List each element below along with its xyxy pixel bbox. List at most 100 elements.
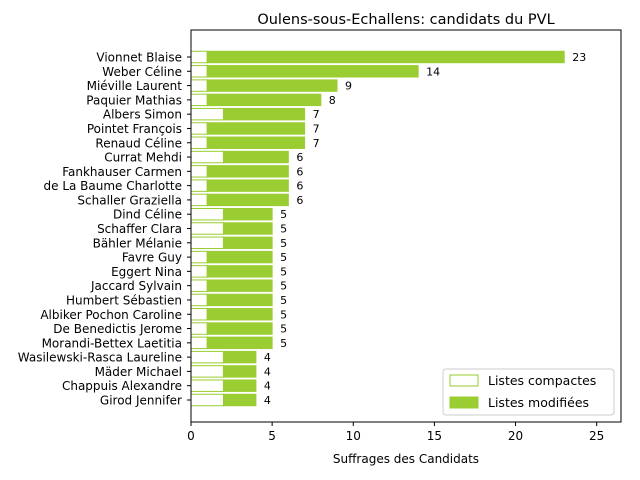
bar-modifiees [206,93,322,107]
bar-compactes [190,350,224,364]
data-label: 5 [280,294,287,307]
data-label: 23 [572,51,586,64]
bars-layer [190,50,565,407]
bar-compactes [190,179,208,192]
data-label: 4 [264,394,271,407]
x-tick-label: 5 [268,429,276,443]
data-label: 9 [345,80,352,93]
bar-modifiees [222,379,257,392]
data-label: 6 [296,151,303,164]
y-tick-label: Chappuis Alexandre [62,379,182,393]
y-tick-label: Renaud Céline [95,136,182,150]
y-tick-label: Girod Jennifer [100,394,182,408]
data-label: 6 [296,194,303,207]
y-tick-label: Favre Guy [122,251,182,265]
y-tick-label: De Benedictis Jerome [53,322,182,336]
bar-compactes [190,279,208,292]
bar-modifiees [222,150,289,164]
data-label: 6 [296,180,303,193]
bar-compactes [190,365,224,378]
y-tick-label: Eggert Nina [111,265,182,279]
y-tick-label: Mäder Michael [95,365,182,379]
x-tick-label: 10 [346,429,361,443]
y-tick-label: Pointet François [87,122,182,136]
bar-compactes [190,50,208,64]
y-tick-label: Paquier Mathias [86,93,182,107]
y-tick-label: Schaffer Clara [97,222,182,236]
y-tick-label: Albers Simon [103,108,182,122]
data-label: 7 [313,122,320,135]
y-tick-label: Vionnet Blaise [96,51,182,65]
legend-swatch-compactes [449,374,479,387]
bar-compactes [190,265,208,278]
bar-modifiees [206,336,273,350]
data-label: 5 [280,308,287,321]
bar-compactes [190,236,224,250]
y-tick-label: Currat Mehdi [104,151,182,165]
data-label: 5 [280,265,287,278]
y-tick-label: Jaccard Sylvain [90,279,182,293]
bar-modifiees [206,179,289,192]
bar-compactes [190,393,224,407]
y-tick-label: Bähler Mélanie [93,236,182,250]
bar-modifiees [206,79,338,92]
data-label: 4 [264,351,271,364]
y-tick-label: Albiker Pochon Caroline [40,308,182,322]
y-tick-label: Weber Céline [102,65,182,79]
bar-modifiees [206,308,273,321]
bar-modifiees [222,393,257,407]
bar-modifiees [206,279,273,292]
bar-compactes [190,222,224,235]
bar-compactes [190,150,224,164]
data-label: 6 [296,165,303,178]
bar-compactes [190,107,224,121]
legend-box [442,368,615,416]
y-tick-label: Morandi-Bettex Laetitia [42,336,182,350]
bar-modifiees [222,236,273,250]
x-tick-label: 0 [187,429,195,443]
bar-compactes [190,379,224,392]
bar-compactes [190,308,208,321]
data-label: 4 [264,380,271,393]
data-label: 8 [329,94,336,107]
bar-compactes [190,65,208,78]
y-tick-label: Schaller Graziella [77,193,182,207]
x-axis-label: Suffrages des Candidats [333,452,479,466]
bar-modifiees [206,136,306,149]
bar-modifiees [222,350,257,364]
plot-frame [190,29,622,423]
bar-modifiees [206,265,273,278]
legend-label-modifiees: Listes modifiées [488,395,589,410]
bar-compactes [190,193,208,207]
x-tick-label: 20 [508,429,523,443]
x-tick-label: 15 [427,429,442,443]
bar-compactes [190,293,208,307]
bar-modifiees [206,165,289,178]
data-label: 5 [280,223,287,236]
bar-modifiees [206,250,273,264]
data-label: 5 [280,251,287,264]
data-label: 5 [280,237,287,250]
bar-modifiees [206,293,273,307]
bar-modifiees [206,193,289,207]
legend-swatch-modifiees [449,396,479,409]
bar-compactes [190,322,208,335]
data-label: 5 [280,208,287,221]
y-tick-label: de La Baume Charlotte [44,179,183,193]
bar-compactes [190,165,208,178]
x-tick-label: 25 [589,429,604,443]
bar-modifiees [206,65,419,78]
chart-title: Oulens-sous-Echallens: candidats du PVL [257,12,554,28]
data-label: 4 [264,365,271,378]
y-tick-label: Dind Céline [113,208,182,222]
bar-modifiees [206,322,273,335]
bar-modifiees [222,107,306,121]
x-axis: 0 5 10 15 20 25 [187,422,604,443]
legend-label-compactes: Listes compactes [488,373,596,388]
bar-modifiees [206,50,565,64]
bar-compactes [190,207,224,221]
bar-modifiees [222,207,273,221]
